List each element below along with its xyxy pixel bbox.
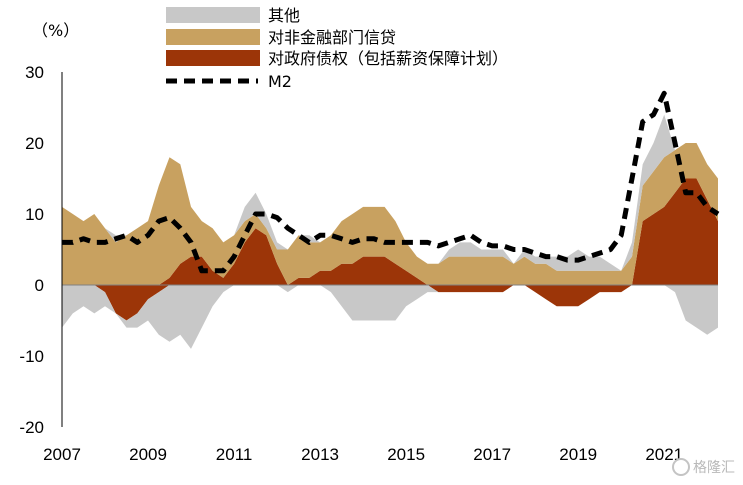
watermark-icon (672, 458, 690, 476)
watermark-logo: 格隆汇 (672, 458, 735, 476)
legend-label-government-claims: 对政府债权（包括薪资保障计划） (268, 49, 508, 68)
legend-swatch-other (166, 7, 260, 23)
x-tick-label: 2015 (387, 445, 425, 464)
y-tick-label: -20 (19, 418, 44, 437)
legend-label-m2: M2 (268, 72, 292, 91)
x-tick-label: 2013 (301, 445, 339, 464)
series-government-claims-positive (62, 178, 718, 285)
y-tick-label: 30 (25, 63, 44, 82)
y-tick-label: 20 (25, 134, 44, 153)
x-tick-label: 2007 (43, 445, 81, 464)
legend: 其他 对非金融部门信贷 对政府债权（包括薪资保障计划） M2 (166, 6, 508, 91)
watermark-text: 格隆汇 (693, 460, 735, 476)
x-tick-label: 2011 (216, 445, 253, 464)
legend-swatch-government-claims (166, 50, 260, 66)
x-axis-ticks: 2007 2009 2011 2013 2015 2017 2019 2021 (43, 445, 683, 464)
series-m2-line (62, 90, 720, 274)
y-unit-label: （%） (32, 21, 79, 40)
x-tick-label: 2019 (559, 445, 597, 464)
y-tick-label: -10 (19, 347, 44, 366)
x-tick-label: 2009 (129, 445, 167, 464)
m2-line-layer (62, 90, 720, 274)
series-government-claims-negative (62, 285, 718, 321)
x-tick-label: 2021 (645, 445, 683, 464)
x-tick-label: 2017 (473, 445, 511, 464)
plot-area (61, 72, 720, 427)
y-tick-label: 0 (35, 276, 44, 295)
series-other-negative (62, 285, 718, 349)
legend-swatch-nonfinancial-credit (166, 29, 260, 45)
negative-area-layer (62, 285, 718, 349)
series-nonfinancial-credit-positive (62, 143, 718, 285)
legend-label-other: 其他 (268, 6, 300, 25)
y-axis-ticks: 30 20 10 0 -10 -20 (19, 63, 44, 437)
positive-area-layer (62, 114, 718, 285)
legend-label-nonfinancial-credit: 对非金融部门信贷 (268, 28, 396, 47)
y-tick-label: 10 (25, 205, 44, 224)
